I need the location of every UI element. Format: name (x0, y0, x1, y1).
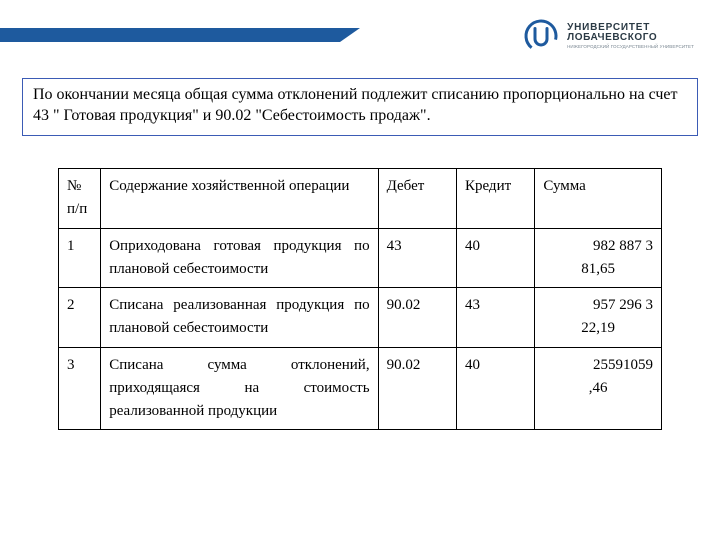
cell-num: 3 (59, 347, 101, 430)
header-accent (340, 28, 360, 42)
operations-table-wrap: № п/п Содержание хозяйственной операции … (58, 168, 662, 430)
table-row: 1 Оприходована готовая продукция по план… (59, 228, 662, 288)
operations-table: № п/п Содержание хозяйственной операции … (58, 168, 662, 430)
sum-tail: 81,65 (543, 258, 653, 281)
col-num: № п/п (59, 169, 101, 229)
sum-tail: 22,19 (543, 317, 653, 340)
cell-num: 1 (59, 228, 101, 288)
cell-credit: 40 (456, 228, 534, 288)
cell-sum: 982 887 3 81,65 (535, 228, 662, 288)
cell-debit: 90.02 (378, 347, 456, 430)
cell-num: 2 (59, 288, 101, 348)
cell-sum: 25591059 ,46 (535, 347, 662, 430)
table-header-row: № п/п Содержание хозяйственной операции … (59, 169, 662, 229)
cell-debit: 43 (378, 228, 456, 288)
sum-main: 957 296 3 (593, 297, 653, 313)
logo-line2: ЛОБАЧЕВСКОГО (567, 33, 694, 44)
logo-mark-icon (523, 18, 559, 54)
logo-subtitle: НИЖЕГОРОДСКИЙ ГОСУДАРСТВЕННЫЙ УНИВЕРСИТЕ… (567, 45, 694, 50)
cell-sum: 957 296 3 22,19 (535, 288, 662, 348)
col-desc: Содержание хозяйственной операции (101, 169, 378, 229)
table-row: 3 Списана сумма отклонений, приходящаяся… (59, 347, 662, 430)
logo: УНИВЕРСИТЕТ ЛОБАЧЕВСКОГО НИЖЕГОРОДСКИЙ Г… (523, 18, 694, 54)
cell-desc: Списана сумма отклонений, приходящаяся н… (101, 347, 378, 430)
cell-debit: 90.02 (378, 288, 456, 348)
cell-credit: 43 (456, 288, 534, 348)
header-bar (0, 28, 340, 42)
sum-main: 982 887 3 (593, 238, 653, 254)
sum-tail: ,46 (543, 377, 653, 400)
col-credit: Кредит (456, 169, 534, 229)
intro-text: По окончании месяца общая сумма отклонен… (22, 78, 698, 136)
cell-desc: Списана реализованная продукция по плано… (101, 288, 378, 348)
col-sum: Сумма (535, 169, 662, 229)
sum-main: 25591059 (593, 357, 653, 373)
col-debit: Дебет (378, 169, 456, 229)
cell-credit: 40 (456, 347, 534, 430)
table-row: 2 Списана реализованная продукция по пла… (59, 288, 662, 348)
cell-desc: Оприходована готовая продукция по планов… (101, 228, 378, 288)
logo-text: УНИВЕРСИТЕТ ЛОБАЧЕВСКОГО НИЖЕГОРОДСКИЙ Г… (567, 23, 694, 50)
